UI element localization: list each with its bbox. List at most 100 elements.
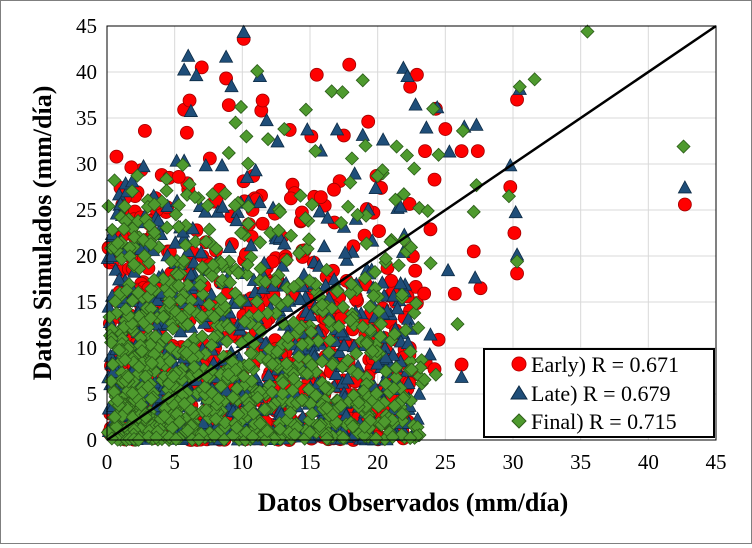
point-diamond [304, 197, 320, 212]
point-diamond [227, 198, 243, 213]
point-triangle [316, 238, 332, 253]
point-diamond [286, 279, 302, 294]
point-circle [309, 67, 324, 82]
point-triangle [214, 158, 230, 172]
point-diamond [211, 391, 226, 406]
point-circle [423, 222, 438, 237]
point-diamond [287, 427, 302, 442]
point-diamond [251, 308, 266, 323]
point-diamond [527, 72, 542, 87]
point-triangle [340, 371, 355, 385]
x-tick-label: 15 [300, 450, 321, 474]
point-circle [313, 190, 328, 205]
point-diamond [241, 199, 256, 214]
point-diamond [162, 353, 178, 369]
point-triangle [423, 327, 438, 341]
point-circle [510, 92, 524, 107]
point-triangle [151, 213, 166, 227]
point-triangle [401, 375, 416, 390]
point-diamond [321, 345, 336, 360]
point-circle [427, 172, 442, 187]
point-diamond [143, 337, 158, 352]
point-diamond [676, 139, 691, 154]
point-diamond [144, 356, 160, 371]
point-diamond [207, 429, 222, 444]
point-diamond [386, 381, 401, 396]
point-diamond [105, 222, 120, 237]
point-diamond [407, 305, 422, 321]
point-diamond [137, 248, 152, 263]
point-diamond [333, 398, 348, 413]
point-triangle [454, 369, 469, 383]
point-diamond [271, 223, 286, 238]
x-tick-label: 0 [102, 450, 113, 474]
point-diamond [350, 207, 365, 223]
point-triangle [236, 24, 251, 38]
point-triangle [320, 210, 335, 224]
point-diamond [193, 278, 208, 293]
point-circle [182, 93, 197, 108]
point-diamond [207, 310, 222, 325]
point-diamond [283, 405, 298, 420]
x-tick-label: 25 [435, 450, 456, 474]
point-diamond [367, 264, 383, 280]
point-diamond [423, 256, 438, 271]
point-triangle [442, 144, 457, 158]
point-diamond [264, 384, 280, 400]
point-diamond [147, 197, 162, 212]
point-diamond [105, 357, 120, 372]
point-diamond [304, 324, 319, 340]
point-triangle [186, 255, 202, 269]
point-diamond [286, 371, 301, 386]
point-diamond [395, 407, 410, 422]
point-diamond [199, 234, 214, 249]
point-diamond [199, 403, 214, 418]
point-triangle [183, 103, 199, 117]
point-circle [454, 357, 469, 372]
y-tick-label: 15 [76, 290, 97, 314]
point-diamond [469, 178, 484, 193]
point-triangle [411, 386, 427, 400]
point-diamond [125, 386, 140, 401]
y-tick-label: 20 [76, 244, 97, 268]
point-diamond [250, 390, 265, 405]
point-diamond [102, 309, 117, 325]
point-diamond [349, 346, 364, 361]
point-circle [408, 263, 423, 278]
point-diamond [197, 379, 213, 394]
point-diamond [221, 145, 236, 161]
point-diamond [387, 398, 402, 414]
point-diamond [428, 367, 443, 382]
legend-label-early: Early) R = 0.671 [531, 352, 679, 377]
x-tick-label: 45 [706, 450, 727, 474]
point-diamond [236, 369, 251, 384]
point-diamond [179, 345, 194, 361]
one-to-one-line [106, 24, 717, 442]
point-diamond [396, 187, 411, 202]
point-circle [194, 60, 209, 75]
point-triangle [393, 199, 408, 213]
point-diamond [336, 430, 351, 445]
point-diamond [121, 369, 136, 384]
point-diamond [134, 344, 150, 359]
point-diamond [275, 376, 291, 391]
point-triangle [189, 67, 204, 82]
point-circle [124, 160, 139, 175]
point-diamond [231, 265, 246, 281]
point-diamond [268, 273, 283, 289]
point-diamond [118, 352, 133, 367]
point-triangle [355, 127, 370, 141]
point-diamond [286, 315, 301, 330]
point-triangle [224, 78, 239, 93]
legend: Early) R = 0.671 Late) R = 0.679 Final) … [483, 348, 715, 438]
point-circle [510, 266, 524, 281]
point-diamond [295, 337, 310, 352]
point-diamond [159, 183, 174, 198]
point-circle [109, 149, 124, 164]
x-tick-label: 5 [169, 450, 180, 474]
point-diamond [366, 288, 381, 303]
point-diamond [119, 283, 134, 298]
point-circle [470, 144, 485, 159]
point-triangle [390, 301, 405, 315]
